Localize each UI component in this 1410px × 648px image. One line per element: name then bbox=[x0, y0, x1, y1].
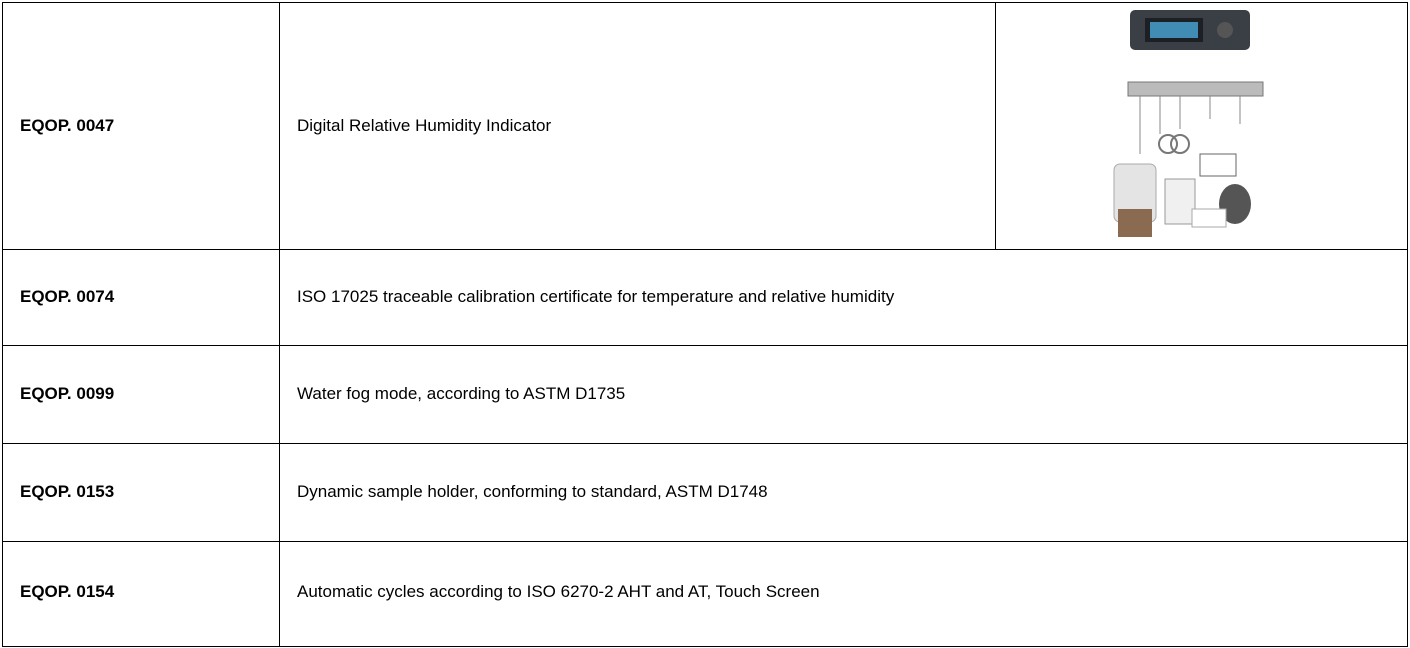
code: EQOP. 0047 bbox=[20, 116, 114, 136]
border bbox=[2, 2, 3, 647]
border bbox=[279, 2, 280, 647]
border bbox=[2, 541, 1408, 542]
description: ISO 17025 traceable calibration certific… bbox=[297, 287, 894, 307]
code: EQOP. 0153 bbox=[20, 482, 114, 502]
border bbox=[2, 646, 1408, 647]
product-image bbox=[1100, 4, 1265, 246]
description: Dynamic sample holder, conforming to sta… bbox=[297, 482, 768, 502]
border bbox=[995, 2, 996, 250]
description: Automatic cycles according to ISO 6270-2… bbox=[297, 582, 820, 602]
code: EQOP. 0099 bbox=[20, 384, 114, 404]
code: EQOP. 0154 bbox=[20, 582, 114, 602]
code: EQOP. 0074 bbox=[20, 287, 114, 307]
border bbox=[2, 249, 1408, 250]
border bbox=[2, 443, 1408, 444]
border bbox=[1407, 2, 1408, 647]
page: EQOP. 0047 Digital Relative Humidity Ind… bbox=[0, 0, 1410, 648]
description: Digital Relative Humidity Indicator bbox=[297, 116, 551, 136]
border bbox=[2, 2, 1408, 3]
description: Water fog mode, according to ASTM D1735 bbox=[297, 384, 625, 404]
border bbox=[2, 345, 1408, 346]
